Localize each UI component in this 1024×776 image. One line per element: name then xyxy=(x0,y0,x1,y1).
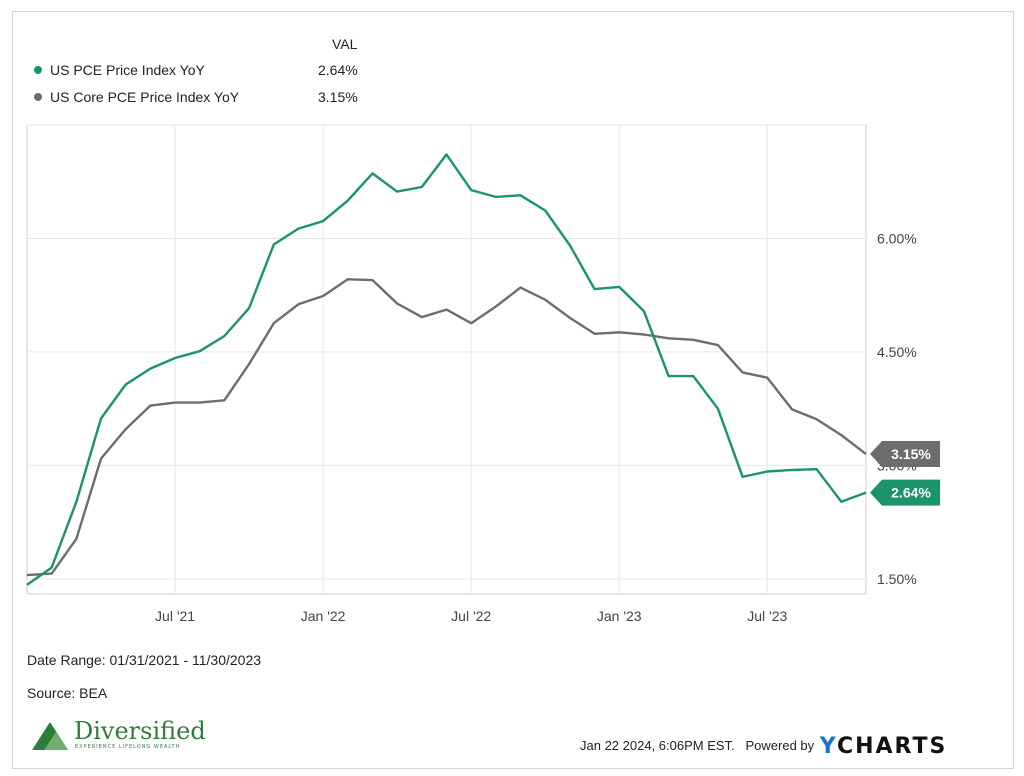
ycharts-logo[interactable]: YCHARTS xyxy=(819,734,948,759)
legend-dot-core-pce xyxy=(34,93,42,102)
legend-label-core-pce: US Core PCE Price Index YoY xyxy=(50,89,240,105)
end-label-pce-box xyxy=(870,479,940,506)
x-tick-label: Jul '23 xyxy=(747,608,787,624)
logo-tagline: EXPERIENCE LIFELONG WEALTH xyxy=(75,744,180,750)
legend-item-pce[interactable]: US PCE Price Index YoY 2.64% xyxy=(34,62,358,78)
logo-mountain-small-icon xyxy=(44,732,68,750)
x-tick-label: Jul '21 xyxy=(155,608,195,624)
legend-value-pce: 2.64% xyxy=(318,62,358,78)
legend-value-core-pce: 3.15% xyxy=(318,89,358,105)
ycharts-attribution: Jan 22 2024, 6:06PM EST. Powered by YCHA… xyxy=(580,734,947,759)
legend-dot-pce xyxy=(34,66,42,75)
chart-frame xyxy=(12,11,1014,769)
series-line-pce xyxy=(26,153,867,586)
x-tick-label: Jan '23 xyxy=(597,608,642,624)
powered-by: Powered by xyxy=(745,737,815,753)
legend-label-pce: US PCE Price Index YoY xyxy=(50,62,205,78)
y-tick-label: 4.50% xyxy=(877,344,917,360)
end-label-core-pce: 3.15% xyxy=(891,446,931,462)
y-tick-label: 1.50% xyxy=(877,571,917,587)
series-line-core-pce xyxy=(26,278,867,577)
diversified-logo: Diversified EXPERIENCE LIFELONG WEALTH xyxy=(32,717,206,750)
logo-wordmark: Diversified xyxy=(74,717,206,745)
legend-item-core-pce[interactable]: US Core PCE Price Index YoY 3.15% xyxy=(34,89,358,105)
timestamp: Jan 22 2024, 6:06PM EST. xyxy=(580,737,735,753)
date-range: Date Range: 01/31/2021 - 11/30/2023 xyxy=(27,652,262,668)
x-tick-label: Jan '22 xyxy=(301,608,346,624)
legend-header: VAL xyxy=(332,36,358,52)
y-tick-label: 6.00% xyxy=(877,230,917,246)
end-label-core-pce-box xyxy=(870,441,940,468)
source: Source: BEA xyxy=(27,685,108,701)
x-tick-label: Jul '22 xyxy=(451,608,491,624)
end-label-pce: 2.64% xyxy=(891,485,931,501)
